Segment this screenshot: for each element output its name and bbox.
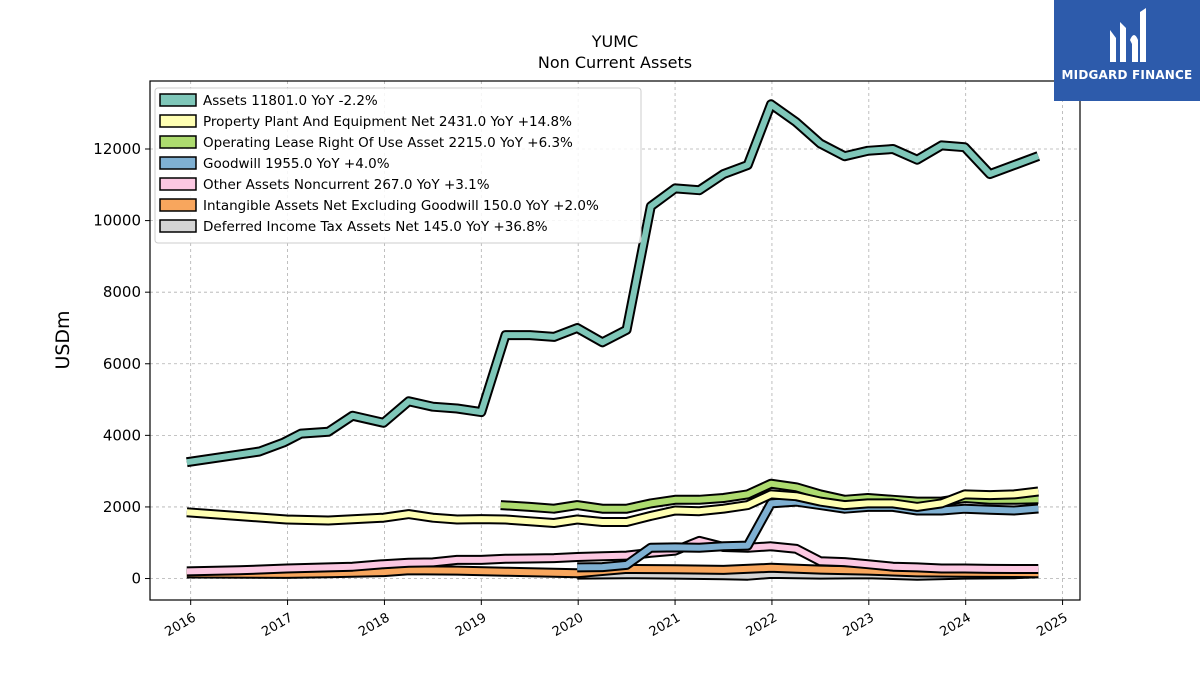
midgard-logo-icon (1110, 8, 1146, 62)
legend-box (154, 87, 642, 244)
y-tick-label: 10000 (93, 212, 141, 230)
legend-swatch (159, 114, 197, 128)
x-tick-label: 2024 (938, 610, 974, 640)
midgard-finance-logo: MIDGARD FINANCE (1054, 0, 1200, 101)
legend-swatch (159, 219, 197, 233)
series-assets (186, 99, 1041, 468)
series-line (186, 488, 1039, 526)
y-tick-label: 4000 (103, 426, 141, 444)
chart-title: YUMC (591, 32, 638, 51)
legend-swatch (159, 156, 197, 170)
x-tick-label: 2025 (1034, 610, 1070, 640)
y-tick-label: 12000 (93, 140, 141, 158)
y-tick-label: 0 (131, 570, 141, 588)
x-tick-label: 2016 (163, 610, 199, 640)
chart-subtitle: Non Current Assets (538, 53, 692, 72)
y-axis-label: USDm (52, 310, 74, 369)
legend-swatch (159, 135, 197, 149)
x-tick-label: 2017 (259, 610, 295, 640)
y-tick-label: 2000 (103, 498, 141, 516)
x-tick-label: 2020 (550, 610, 586, 640)
legend-swatch (159, 198, 197, 212)
legend-entry: Other Assets Noncurrent 267.0 YoY +3.1% (203, 177, 490, 193)
x-tick-label: 2023 (841, 610, 877, 640)
x-tick-label: 2019 (453, 610, 489, 640)
legend-swatch (159, 177, 197, 191)
legend: Assets 11801.0 YoY -2.2% Property Plant A… (154, 87, 642, 244)
x-tick-label: 2018 (356, 610, 392, 640)
plot-frame (149, 80, 1081, 601)
legend-entry: Property Plant And Equipment Net 2431.0 … (203, 114, 572, 130)
legend-entry: Goodwill 1955.0 YoY +4.0% (203, 156, 390, 172)
x-tick-label: 2022 (744, 610, 780, 640)
x-tick-label: 2021 (647, 610, 683, 640)
legend-swatch (159, 93, 197, 107)
legend-entry: Assets 11801.0 YoY -2.2% (203, 93, 378, 109)
y-axis: 0 2000 4000 6000 8000 10000 12000 (93, 140, 150, 588)
logo-text: MIDGARD FINANCE (1061, 68, 1193, 82)
legend-entry: Operating Lease Right Of Use Asset 2215.… (203, 135, 573, 151)
series-property-plant-and-equipment-net (186, 486, 1039, 528)
x-axis: 2016 2017 2018 2019 2020 2021 2022 2023 2024 2025 (163, 600, 1071, 640)
y-tick-label: 8000 (103, 283, 141, 301)
legend-entry: Intangible Assets Net Excluding Goodwill… (203, 198, 599, 214)
series-line (186, 101, 1040, 466)
legend-entry: Deferred Income Tax Assets Net 145.0 YoY… (203, 219, 548, 235)
series-layer (186, 99, 1041, 581)
y-tick-label: 6000 (103, 355, 141, 373)
